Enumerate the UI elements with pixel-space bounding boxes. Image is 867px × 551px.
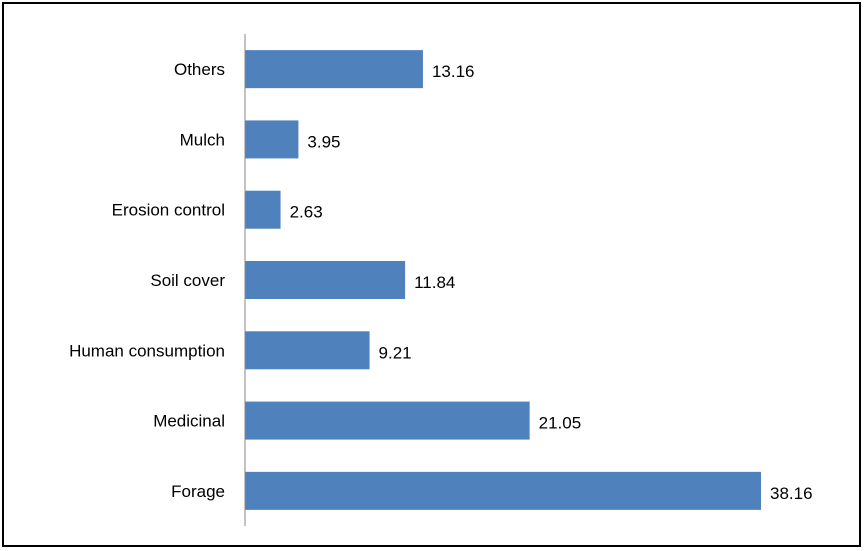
data-label-erosion-control: 2.63 xyxy=(290,203,323,222)
bar-soil-cover xyxy=(245,261,406,299)
data-labels-layer: 13.16 3.95 2.63 11.84 9.21 21.05 38.16 xyxy=(290,62,813,503)
data-label-mulch: 3.95 xyxy=(307,132,340,151)
bar-human-consumption xyxy=(245,331,370,370)
bar-mulch xyxy=(245,120,299,159)
category-label-soil-cover: Soil cover xyxy=(150,271,225,290)
category-label-medicinal: Medicinal xyxy=(153,412,225,431)
category-labels-layer: Others Mulch Erosion control Soil cover Huma… xyxy=(69,60,225,501)
category-label-forage: Forage xyxy=(171,482,225,501)
category-label-mulch: Mulch xyxy=(180,130,225,149)
bar-forage xyxy=(245,471,761,510)
data-label-human-consumption: 9.21 xyxy=(379,343,412,362)
category-label-others: Others xyxy=(174,60,225,79)
bar-others xyxy=(245,50,423,89)
bars-layer xyxy=(245,50,761,510)
category-label-erosion-control: Erosion control xyxy=(112,201,225,220)
data-label-medicinal: 21.05 xyxy=(539,414,582,433)
data-label-forage: 38.16 xyxy=(770,484,813,503)
chart-frame xyxy=(2,2,861,547)
data-label-soil-cover: 11.84 xyxy=(414,273,455,292)
bar-medicinal xyxy=(245,401,530,440)
data-label-others: 13.16 xyxy=(432,62,475,81)
bar-erosion-control xyxy=(245,190,281,229)
category-label-human-consumption: Human consumption xyxy=(69,341,225,360)
